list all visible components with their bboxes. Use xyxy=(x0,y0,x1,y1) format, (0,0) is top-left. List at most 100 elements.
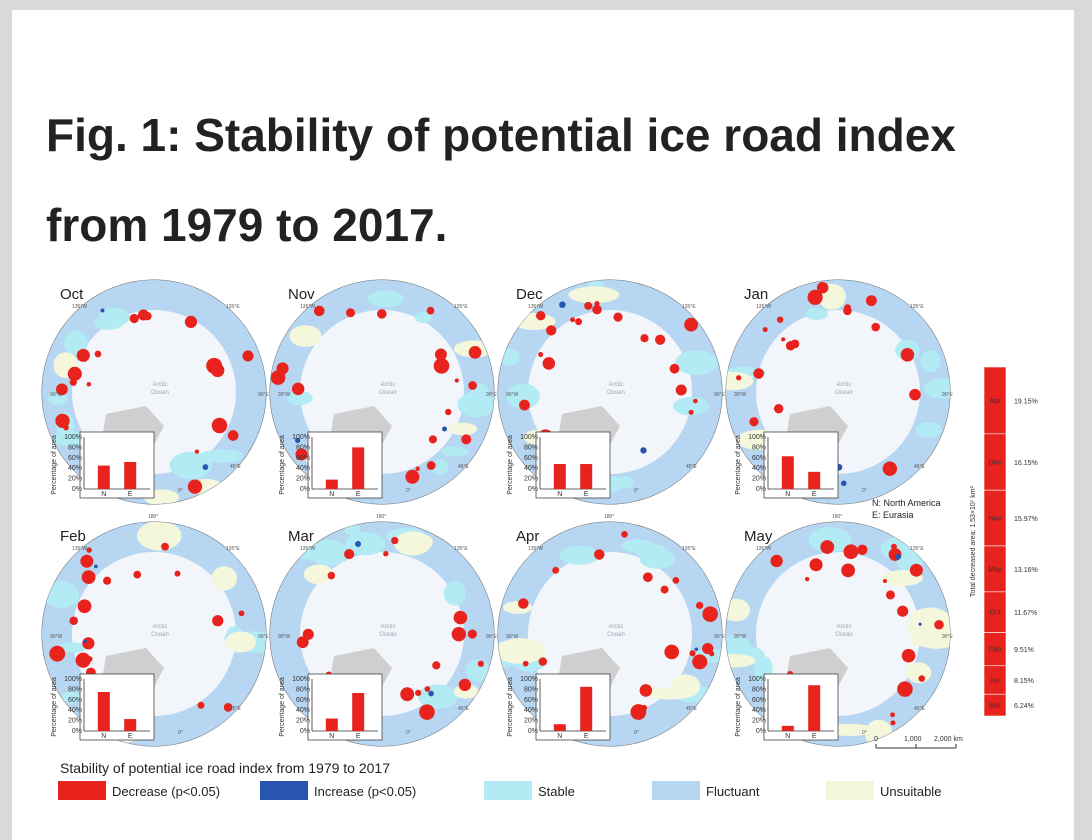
decrease-patch xyxy=(918,675,926,682)
inset-frame xyxy=(763,673,839,741)
figure-title: Fig. 1: Stability of potential ice road … xyxy=(46,109,956,251)
lon-label: 90°W xyxy=(506,634,519,640)
decrease-patch xyxy=(692,654,708,670)
decrease-patch xyxy=(133,570,142,579)
total-bar-month: Mar xyxy=(989,703,1002,710)
total-bar-month: Nov xyxy=(989,516,1002,523)
decrease-patch xyxy=(467,629,477,639)
inset-xtick: N xyxy=(329,733,334,740)
stable-patch xyxy=(443,581,466,606)
decrease-patch xyxy=(684,317,698,332)
month-label: May xyxy=(744,528,773,545)
inset-ytick: 80% xyxy=(524,686,538,693)
decrease-patch xyxy=(621,530,628,538)
stable-patch xyxy=(634,543,668,559)
stable-patch xyxy=(616,476,634,489)
lon-label: 90°W xyxy=(50,634,63,640)
inset-bar xyxy=(325,718,338,731)
inset-ytick: 60% xyxy=(524,455,538,462)
inset-ytick: 40% xyxy=(68,707,82,714)
inset-bar xyxy=(97,692,110,731)
inset-ytick: 80% xyxy=(524,444,538,451)
increase-patch xyxy=(202,464,209,470)
increase-patch xyxy=(894,553,901,560)
inset-bar xyxy=(553,724,566,731)
decrease-patch xyxy=(552,566,560,574)
increase-patch xyxy=(694,647,699,652)
increase-patch xyxy=(295,437,301,444)
lon-label: 0° xyxy=(862,488,867,494)
decrease-patch xyxy=(383,551,389,557)
lon-label: 90°E xyxy=(942,392,954,398)
decrease-patch xyxy=(327,571,336,580)
inset-ytick: 0% xyxy=(72,486,82,493)
ocean-label: Ocean xyxy=(151,632,169,638)
stable-patch xyxy=(64,330,89,355)
map-panel: Arctic Ocean 135°W 135°E 90°W 90°E 45°E 0° Dec 10… xyxy=(497,279,726,505)
ocean-label: Arctic xyxy=(381,624,396,630)
decrease-patch xyxy=(197,701,205,709)
decrease-patch xyxy=(518,598,529,609)
inset-ylabel: Percentage of area xyxy=(735,435,742,495)
ocean-label: Arctic xyxy=(609,382,624,388)
decrease-patch xyxy=(640,334,649,343)
legend-label: Increase (p<0.05) xyxy=(314,784,416,799)
lon-label: 135°E xyxy=(226,304,240,310)
inset-ylabel: Percentage of area xyxy=(279,677,286,737)
inset-ytick: 60% xyxy=(524,697,538,704)
decrease-patch xyxy=(890,720,896,726)
inset-bar xyxy=(97,465,110,489)
lon-label: 135°E xyxy=(226,546,240,552)
decrease-patch xyxy=(643,572,653,583)
decrease-patch xyxy=(227,430,239,441)
decrease-patch xyxy=(613,312,623,322)
unsuitable-patch xyxy=(211,566,238,591)
unsuitable-patch xyxy=(568,286,620,304)
stable-patch xyxy=(43,581,80,609)
inset-ytick: 100% xyxy=(748,676,766,683)
inset-ytick: 20% xyxy=(524,476,538,483)
lon-label: 135°E xyxy=(682,546,696,552)
decrease-patch xyxy=(702,606,718,622)
month-label: Apr xyxy=(516,528,539,545)
lon-label: 90°E xyxy=(714,634,726,640)
unsuitable-patch xyxy=(289,325,322,347)
inset-ylabel: Percentage of area xyxy=(735,677,742,737)
decrease-patch xyxy=(693,398,698,404)
decrease-patch xyxy=(675,384,687,396)
inset-frame xyxy=(79,431,155,499)
decrease-patch xyxy=(468,346,482,359)
stable-patch xyxy=(56,642,87,653)
lon-label: 45°E xyxy=(914,706,926,712)
inset-frame xyxy=(535,673,611,741)
lon-label: 90°E xyxy=(714,392,726,398)
lon-label: 90°E xyxy=(486,392,498,398)
lon-label: 90°E xyxy=(486,634,498,640)
decrease-patch xyxy=(424,686,431,692)
total-bar-month: May xyxy=(988,566,1002,573)
stable-patch xyxy=(286,390,313,406)
unsuitable-patch xyxy=(671,674,701,698)
lon-label: 45°E xyxy=(230,706,242,712)
stable-patch xyxy=(367,290,405,307)
inset-xtick: E xyxy=(128,491,133,498)
inset-bar xyxy=(808,471,821,489)
increase-patch xyxy=(100,308,105,313)
map-panel: Arctic Ocean 135°W 135°E 90°W 90°E 45°E 0° 180° A… xyxy=(497,514,726,747)
inset-frame xyxy=(307,673,383,741)
decrease-patch xyxy=(212,615,224,627)
inset-ytick: 0% xyxy=(756,728,766,735)
inset-xtick: E xyxy=(356,491,361,498)
inset-ylabel: Percentage of area xyxy=(507,435,514,495)
decrease-patch xyxy=(391,536,399,545)
inset-ytick: 60% xyxy=(296,455,310,462)
decrease-patch xyxy=(49,645,66,662)
decrease-patch xyxy=(770,554,783,568)
decrease-patch xyxy=(345,308,356,318)
decrease-patch xyxy=(426,461,436,470)
total-bar-pct: 8.15% xyxy=(1014,678,1034,685)
decrease-patch xyxy=(415,689,422,697)
scale-label: 2,000 km xyxy=(934,736,963,743)
inset-ytick: 20% xyxy=(296,718,310,725)
lon-label: 180° xyxy=(832,514,842,520)
